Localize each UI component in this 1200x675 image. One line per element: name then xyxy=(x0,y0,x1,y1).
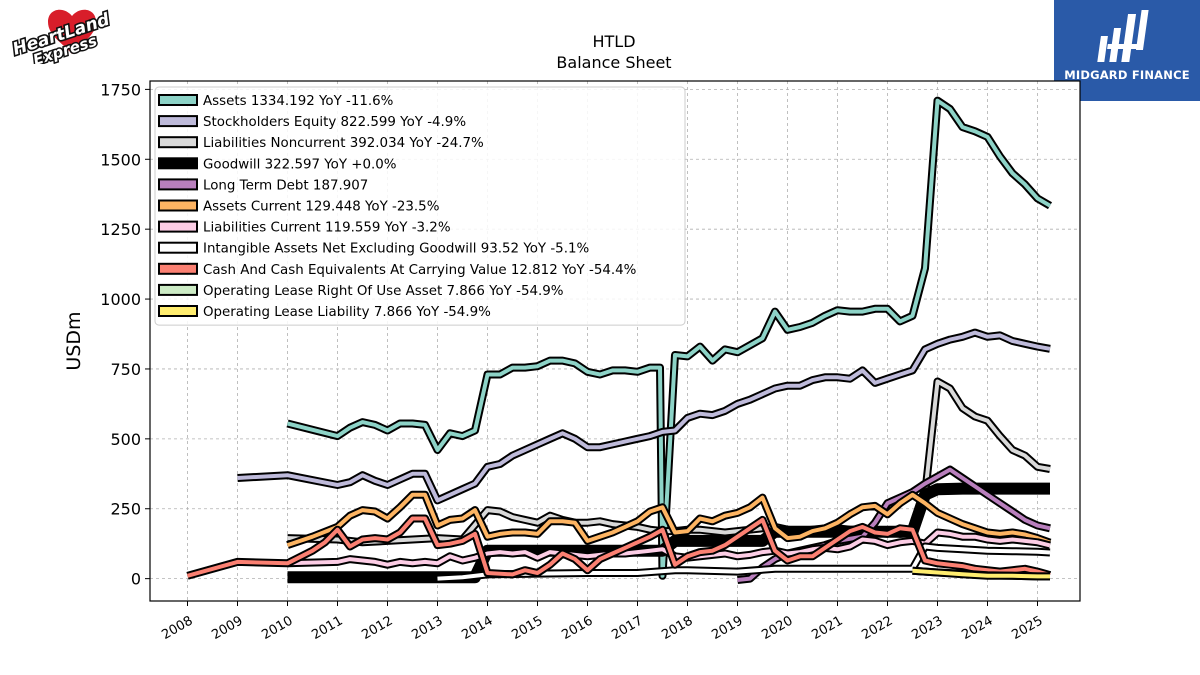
x-tick-label: 2017 xyxy=(609,613,645,643)
y-tick-label: 250 xyxy=(110,500,141,519)
legend-swatch-stockholders-equity xyxy=(158,115,198,128)
legend-swatch-assets-current xyxy=(158,199,198,212)
x-tick-label: 2009 xyxy=(209,613,245,643)
legend-label-operating-lease-right-of-use-asset: Operating Lease Right Of Use Asset 7.866… xyxy=(203,284,564,299)
y-axis-label: USDm xyxy=(63,311,85,370)
legend-label-liabilities-noncurrent: Liabilities Noncurrent 392.034 YoY -24.7… xyxy=(203,136,484,151)
series-line-cash-and-cash-equivalents-at-carrying-value xyxy=(186,516,1051,578)
legend-swatch-liabilities-current xyxy=(158,220,198,233)
series-line-liabilities-noncurrent xyxy=(287,379,1051,545)
x-tick-label: 2020 xyxy=(759,613,795,643)
legend-swatch-operating-lease-liability xyxy=(158,305,198,317)
y-tick-label: 750 xyxy=(110,360,141,379)
y-tick-label: 1000 xyxy=(100,290,141,309)
x-tick-label: 2014 xyxy=(459,613,495,643)
x-tick-label: 2025 xyxy=(1009,613,1045,643)
x-tick-label: 2010 xyxy=(259,613,295,643)
series-line-intangible-assets-net-excluding-goodwill xyxy=(437,544,1051,581)
series-line-stockholders-equity xyxy=(237,330,1051,503)
series-layer xyxy=(186,96,1053,584)
y-tick-label: 0 xyxy=(131,570,141,589)
legend: Assets 1334.192 YoY -11.6% Stockholders E… xyxy=(154,86,686,326)
legend-label-assets: Assets 1334.192 YoY -11.6% xyxy=(203,94,393,109)
legend-label-operating-lease-liability: Operating Lease Liability 7.866 YoY -54.… xyxy=(203,305,491,320)
x-tick-label: 2018 xyxy=(659,613,695,643)
legend-label-assets-current: Assets Current 129.448 YoY -23.5% xyxy=(203,200,439,215)
x-tick-label: 2008 xyxy=(159,613,195,643)
y-tick-label: 500 xyxy=(110,430,141,449)
legend-swatch-operating-lease-right-of-use-asset xyxy=(158,283,198,296)
legend-swatch-cash-and-cash-equivalents-at-carrying-value xyxy=(158,262,198,275)
legend-swatch-goodwill xyxy=(158,157,198,170)
chart-subtitle: Balance Sheet xyxy=(556,53,672,72)
x-tick-label: 2012 xyxy=(359,613,395,643)
x-tick-label: 2015 xyxy=(509,613,545,643)
x-tick-label: 2022 xyxy=(859,613,895,643)
y-tick-label: 1250 xyxy=(100,220,141,239)
legend-swatch-long-term-debt xyxy=(158,178,198,191)
series-line-assets xyxy=(287,98,1052,578)
y-axis: 0 250 500 750 1000 1250 1500 1750 xyxy=(100,80,150,589)
x-tick-label: 2024 xyxy=(959,613,995,643)
heartland-express-logo: HeartLand Express xyxy=(9,8,115,64)
legend-label-goodwill: Goodwill 322.597 YoY +0.0% xyxy=(203,157,397,172)
legend-label-cash-and-cash-equivalents-at-carrying-value: Cash And Cash Equivalents At Carrying Va… xyxy=(203,263,636,278)
x-tick-label: 2011 xyxy=(309,613,345,643)
series-line-operating-lease-liability xyxy=(912,568,1050,579)
y-tick-label: 1750 xyxy=(100,80,141,99)
legend-swatch-assets xyxy=(158,94,198,106)
legend-label-liabilities-current: Liabilities Current 119.559 YoY -3.2% xyxy=(203,221,451,236)
heart-icon xyxy=(48,9,96,54)
legend-box xyxy=(154,86,686,326)
legend-swatch-intangible-assets-net-excluding-goodwill xyxy=(158,241,198,254)
legend-label-stockholders-equity: Stockholders Equity 822.599 YoY -4.9% xyxy=(203,115,466,130)
plot-frame xyxy=(149,80,1081,602)
midgard-finance-label: MIDGARD FINANCE xyxy=(1064,68,1190,82)
x-tick-label: 2023 xyxy=(909,613,945,643)
x-tick-label: 2019 xyxy=(709,613,745,643)
x-tick-label: 2013 xyxy=(409,613,445,643)
legend-label-intangible-assets-net-excluding-goodwill: Intangible Assets Net Excluding Goodwill… xyxy=(203,242,589,257)
chart-title: HTLD xyxy=(592,32,636,51)
legend-label-long-term-debt: Long Term Debt 187.907 xyxy=(203,178,368,193)
x-axis: 2008 2009 2010 2011 2012 2013 2014 2015 2016 2017… xyxy=(159,601,1046,643)
x-tick-label: 2016 xyxy=(559,613,595,643)
midgard-emblem-icon xyxy=(1097,10,1149,62)
series-line-assets-current xyxy=(286,492,1051,547)
legend-swatch-liabilities-noncurrent xyxy=(158,136,198,149)
y-tick-label: 1500 xyxy=(100,150,141,169)
x-tick-label: 2021 xyxy=(809,613,845,643)
